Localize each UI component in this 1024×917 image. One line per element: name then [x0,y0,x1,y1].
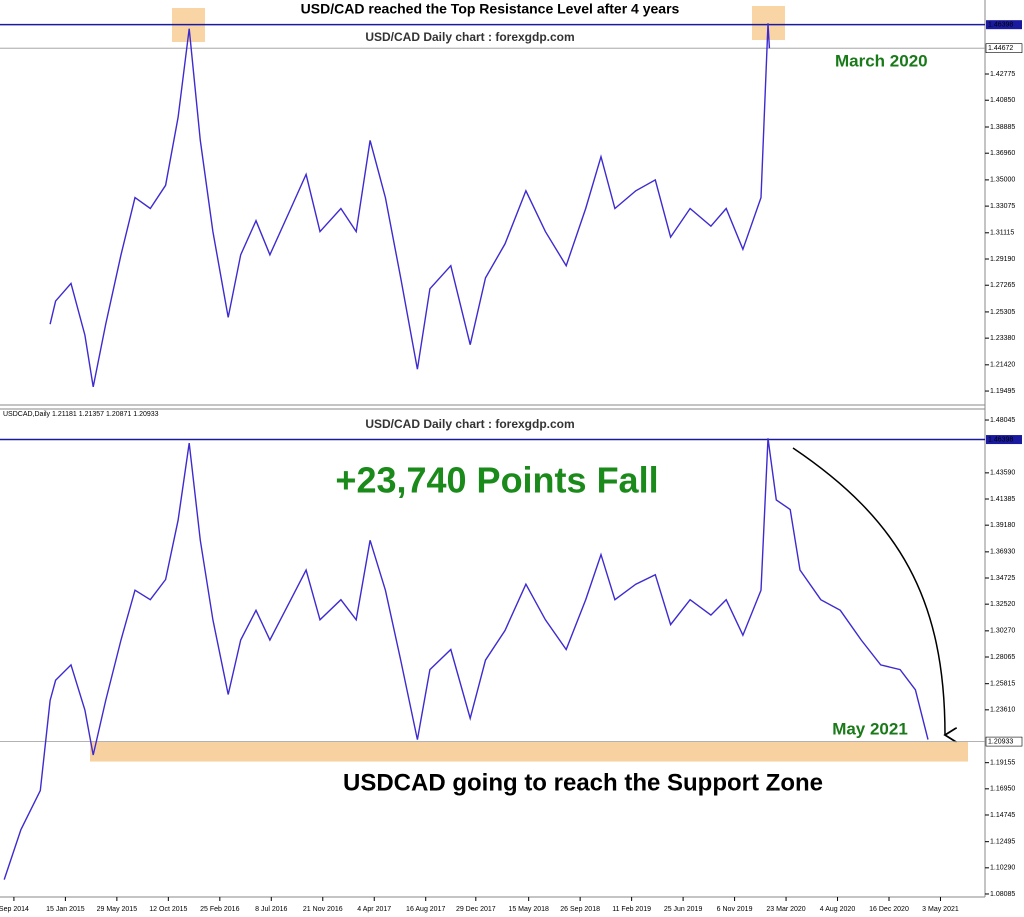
y-tick-label: 1.36930 [990,549,1015,556]
y-tick-label: 1.48045 [990,417,1015,424]
y-tick-label: 1.10290 [990,865,1015,872]
x-tick-label: 4 Aug 2020 [820,906,856,913]
y-tick-label: 1.19155 [990,760,1015,767]
chart-subtitle: USD/CAD Daily chart : forexgdp.com [365,417,574,431]
y-tick-label: 1.33075 [990,203,1015,210]
level-label-box [985,43,1023,53]
y-tick-label: 1.19495 [990,388,1015,395]
x-tick-label: 23 Mar 2020 [766,906,805,913]
x-tick-label: 29 May 2015 [97,906,138,913]
level-label: 1.46398 [988,436,1013,443]
y-tick-label: 1.29190 [990,256,1015,263]
y-tick-label: 1.38885 [990,124,1015,131]
y-tick-label: 1.43590 [990,470,1015,477]
y-tick-label: 1.34725 [990,575,1015,582]
y-tick-label: 1.39180 [990,522,1015,529]
y-tick-label: 1.28065 [990,654,1015,661]
y-tick-label: 1.30270 [990,628,1015,635]
y-tick-label: 1.25305 [990,309,1015,316]
y-tick-label: 1.32520 [990,601,1015,608]
annotation: USDCAD going to reach the Support Zone [343,769,823,796]
x-tick-label: 12 Oct 2015 [149,906,187,913]
x-tick-label: 4 Apr 2017 [357,906,391,913]
x-tick-label: 6 Nov 2019 [717,906,753,913]
y-tick-label: 1.27265 [990,282,1015,289]
annotation: +23,740 Points Fall [335,460,658,501]
y-tick-label: 1.23380 [990,335,1015,342]
price-line [3,438,929,880]
y-tick-label: 1.23610 [990,707,1015,714]
x-tick-label: 8 Jul 2016 [255,906,287,913]
annotation: March 2020 [835,51,928,70]
level-label-box [985,736,1023,747]
x-tick-label: 15 Jan 2015 [46,906,85,913]
y-tick-label: 1.42775 [990,71,1015,78]
y-tick-label: 1.40850 [990,97,1015,104]
x-tick-label: Sep 2014 [0,906,29,913]
support-zone [90,741,968,762]
x-tick-label: 15 May 2018 [508,906,549,913]
info-text: USDCAD,Daily 1.21181 1.21357 1.20871 1.2… [3,411,159,418]
x-tick-label: 3 May 2021 [922,906,959,913]
level-label-box [986,20,1022,30]
level-label: 1.20933 [988,738,1013,745]
y-tick-label: 1.21420 [990,362,1015,369]
x-tick-label: 29 Dec 2017 [456,906,496,913]
y-tick-label: 1.08085 [990,891,1015,898]
annotation: May 2021 [832,719,908,738]
chart-title: USD/CAD reached the Top Resistance Level… [301,1,680,17]
y-tick-label: 1.35000 [990,177,1015,184]
y-tick-label: 1.25815 [990,681,1015,688]
chart-subtitle: USD/CAD Daily chart : forexgdp.com [365,30,574,44]
level-label-box [986,435,1022,445]
y-tick-label: 1.16950 [990,786,1015,793]
price-line [49,23,771,388]
level-label: 1.44672 [988,45,1013,52]
x-tick-label: 16 Aug 2017 [406,906,445,913]
y-tick-label: 1.31115 [990,230,1014,237]
x-tick-label: 11 Feb 2019 [612,906,651,913]
x-tick-label: 21 Nov 2016 [303,906,343,913]
arrow [792,447,945,735]
y-tick-label: 1.41385 [990,496,1015,503]
x-tick-label: 16 Dec 2020 [869,906,909,913]
x-tick-label: 25 Jun 2019 [664,906,703,913]
x-tick-label: 26 Sep 2018 [560,906,600,913]
y-tick-label: 1.36960 [990,150,1015,157]
x-tick-label: 25 Feb 2016 [200,906,239,913]
y-tick-label: 1.12495 [990,839,1015,846]
y-tick-label: 1.14745 [990,812,1015,819]
level-label: 1.46398 [988,22,1013,29]
